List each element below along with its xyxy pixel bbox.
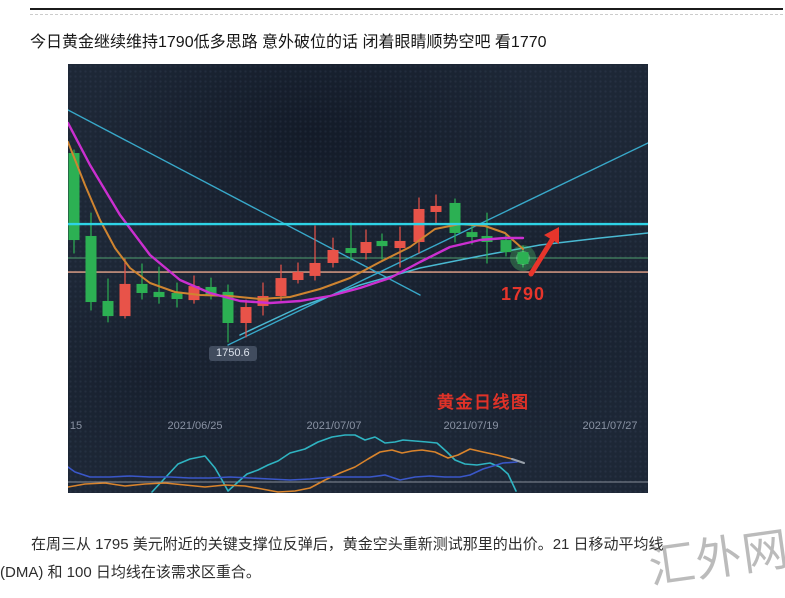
indicator-gray-tip (511, 458, 525, 464)
candle-body (119, 283, 131, 317)
low-price-tooltip: 1750.6 (209, 346, 257, 361)
candle-body (136, 283, 148, 293)
indicator-orange-line (68, 448, 513, 493)
candle-body (292, 272, 304, 281)
candle-body (257, 296, 269, 306)
candle-body (85, 235, 97, 303)
chart-title-label: 黄金日线图 (437, 393, 530, 412)
descending-trendline (68, 109, 421, 296)
ma-slow-magenta-line (68, 121, 525, 305)
ma-100-line (239, 232, 648, 336)
indicator-teal-line (151, 434, 517, 493)
candle-body (345, 248, 357, 254)
up-arrow-head (544, 227, 559, 244)
x-axis-label-4: 2021/07/27 (582, 420, 638, 432)
top-dashed-divider (30, 14, 783, 15)
candle-body (171, 292, 183, 300)
candle-body (394, 240, 406, 249)
gold-daily-chart-image: 1750.6 1790 黄金日线图 15 2021/06/25 2021/07/… (68, 64, 648, 493)
candle-body (240, 307, 252, 323)
candle-body (153, 291, 165, 298)
candle-body (360, 242, 372, 254)
chart-canvas (68, 109, 648, 493)
candle-body (500, 240, 512, 253)
candle-body (466, 232, 478, 238)
x-axis-label-0: 15 (69, 420, 83, 432)
ascending-trendline (227, 142, 648, 346)
indicator-blue-line (68, 461, 518, 481)
support-price-label: 1790 (501, 284, 546, 304)
up-arrow-shaft (528, 237, 555, 277)
candle-body (68, 153, 80, 241)
candle-body (327, 250, 339, 263)
x-axis-label-2: 2021/07/07 (306, 420, 362, 432)
candle-body (376, 240, 388, 247)
candle-body (517, 252, 529, 265)
candle-body (275, 278, 287, 297)
candle-body (430, 205, 442, 212)
top-divider (30, 8, 783, 10)
candle-body (188, 286, 200, 301)
article-title: 今日黄金继续维持1790低多思路 意外破位的话 闭着眼睛顺势空吧 看1770 (30, 34, 547, 51)
x-axis-label-3: 2021/07/19 (443, 420, 499, 432)
candle-body (102, 300, 114, 317)
candle-body (449, 202, 461, 233)
article-paragraph: 在周三从 1795 美元附近的关键支撑位反弹后，黄金空头重新测试那里的出价。21… (0, 536, 664, 581)
x-axis-label-1: 2021/06/25 (167, 420, 223, 432)
candle-body (309, 262, 321, 276)
candle-body (205, 286, 217, 295)
candle-body (222, 291, 234, 323)
candle-body (413, 208, 425, 243)
